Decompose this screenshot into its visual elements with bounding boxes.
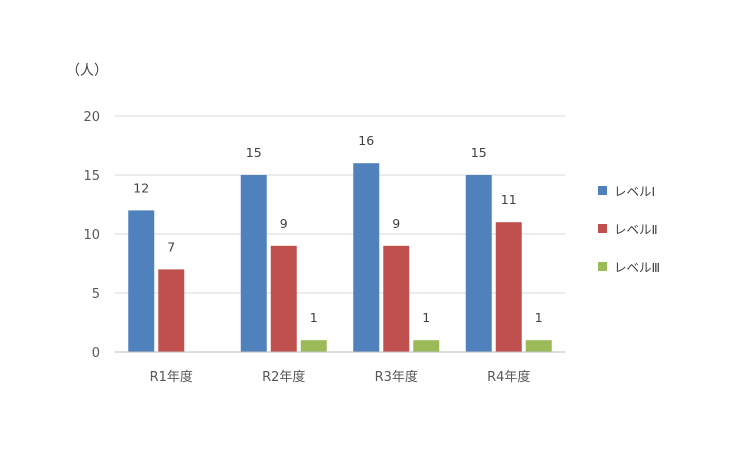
bar: [353, 163, 380, 352]
legend-label: レベルⅢ: [614, 259, 661, 275]
x-tick-label: R4年度: [487, 369, 530, 385]
bar: [158, 269, 185, 352]
legend-item-level-2: レベルⅡ: [598, 218, 660, 238]
bar: [465, 175, 492, 352]
y-axis-ticks: 0 5 10 15 20: [83, 110, 100, 361]
data-label: 7: [167, 239, 175, 254]
data-label: 1: [535, 310, 543, 325]
data-label: 9: [280, 216, 288, 231]
y-tick-label: 10: [83, 228, 100, 243]
bar: [495, 222, 522, 352]
x-tick-label: R3年度: [375, 369, 418, 385]
bar: [270, 245, 297, 352]
y-tick-label: 5: [92, 287, 100, 302]
legend-label: レベルⅠ: [614, 183, 656, 199]
x-tick-label: R2年度: [262, 369, 305, 385]
data-label: 11: [501, 192, 517, 207]
data-label: 16: [358, 133, 374, 148]
y-axis-unit-label: （人）: [66, 63, 108, 79]
bar: [240, 175, 267, 352]
data-label: 9: [392, 216, 400, 231]
y-tick-label: 20: [83, 110, 100, 125]
x-axis-ticks: R1年度 R2年度 R3年度 R4年度: [115, 351, 565, 385]
legend-item-level-3: レベルⅢ: [598, 256, 660, 276]
y-tick-label: 15: [83, 169, 100, 184]
legend-swatch: [598, 223, 607, 233]
legend-swatch: [598, 261, 607, 271]
bar: [413, 340, 440, 352]
data-label: 15: [246, 145, 262, 160]
legend-item-level-1: レベルⅠ: [598, 180, 660, 200]
bar: [383, 245, 410, 352]
bars: [128, 163, 552, 352]
y-tick-label: 0: [92, 346, 100, 361]
data-label: 1: [310, 310, 318, 325]
data-label: 1: [422, 310, 430, 325]
legend: レベルⅠ レベルⅡ レベルⅢ: [598, 180, 660, 294]
data-label: 15: [471, 145, 487, 160]
data-label: 12: [133, 180, 149, 195]
legend-swatch: [598, 185, 607, 195]
bar: [128, 210, 155, 352]
bar: [525, 340, 552, 352]
bar: [300, 340, 327, 352]
x-tick-label: R1年度: [150, 369, 193, 385]
legend-label: レベルⅡ: [614, 221, 658, 237]
